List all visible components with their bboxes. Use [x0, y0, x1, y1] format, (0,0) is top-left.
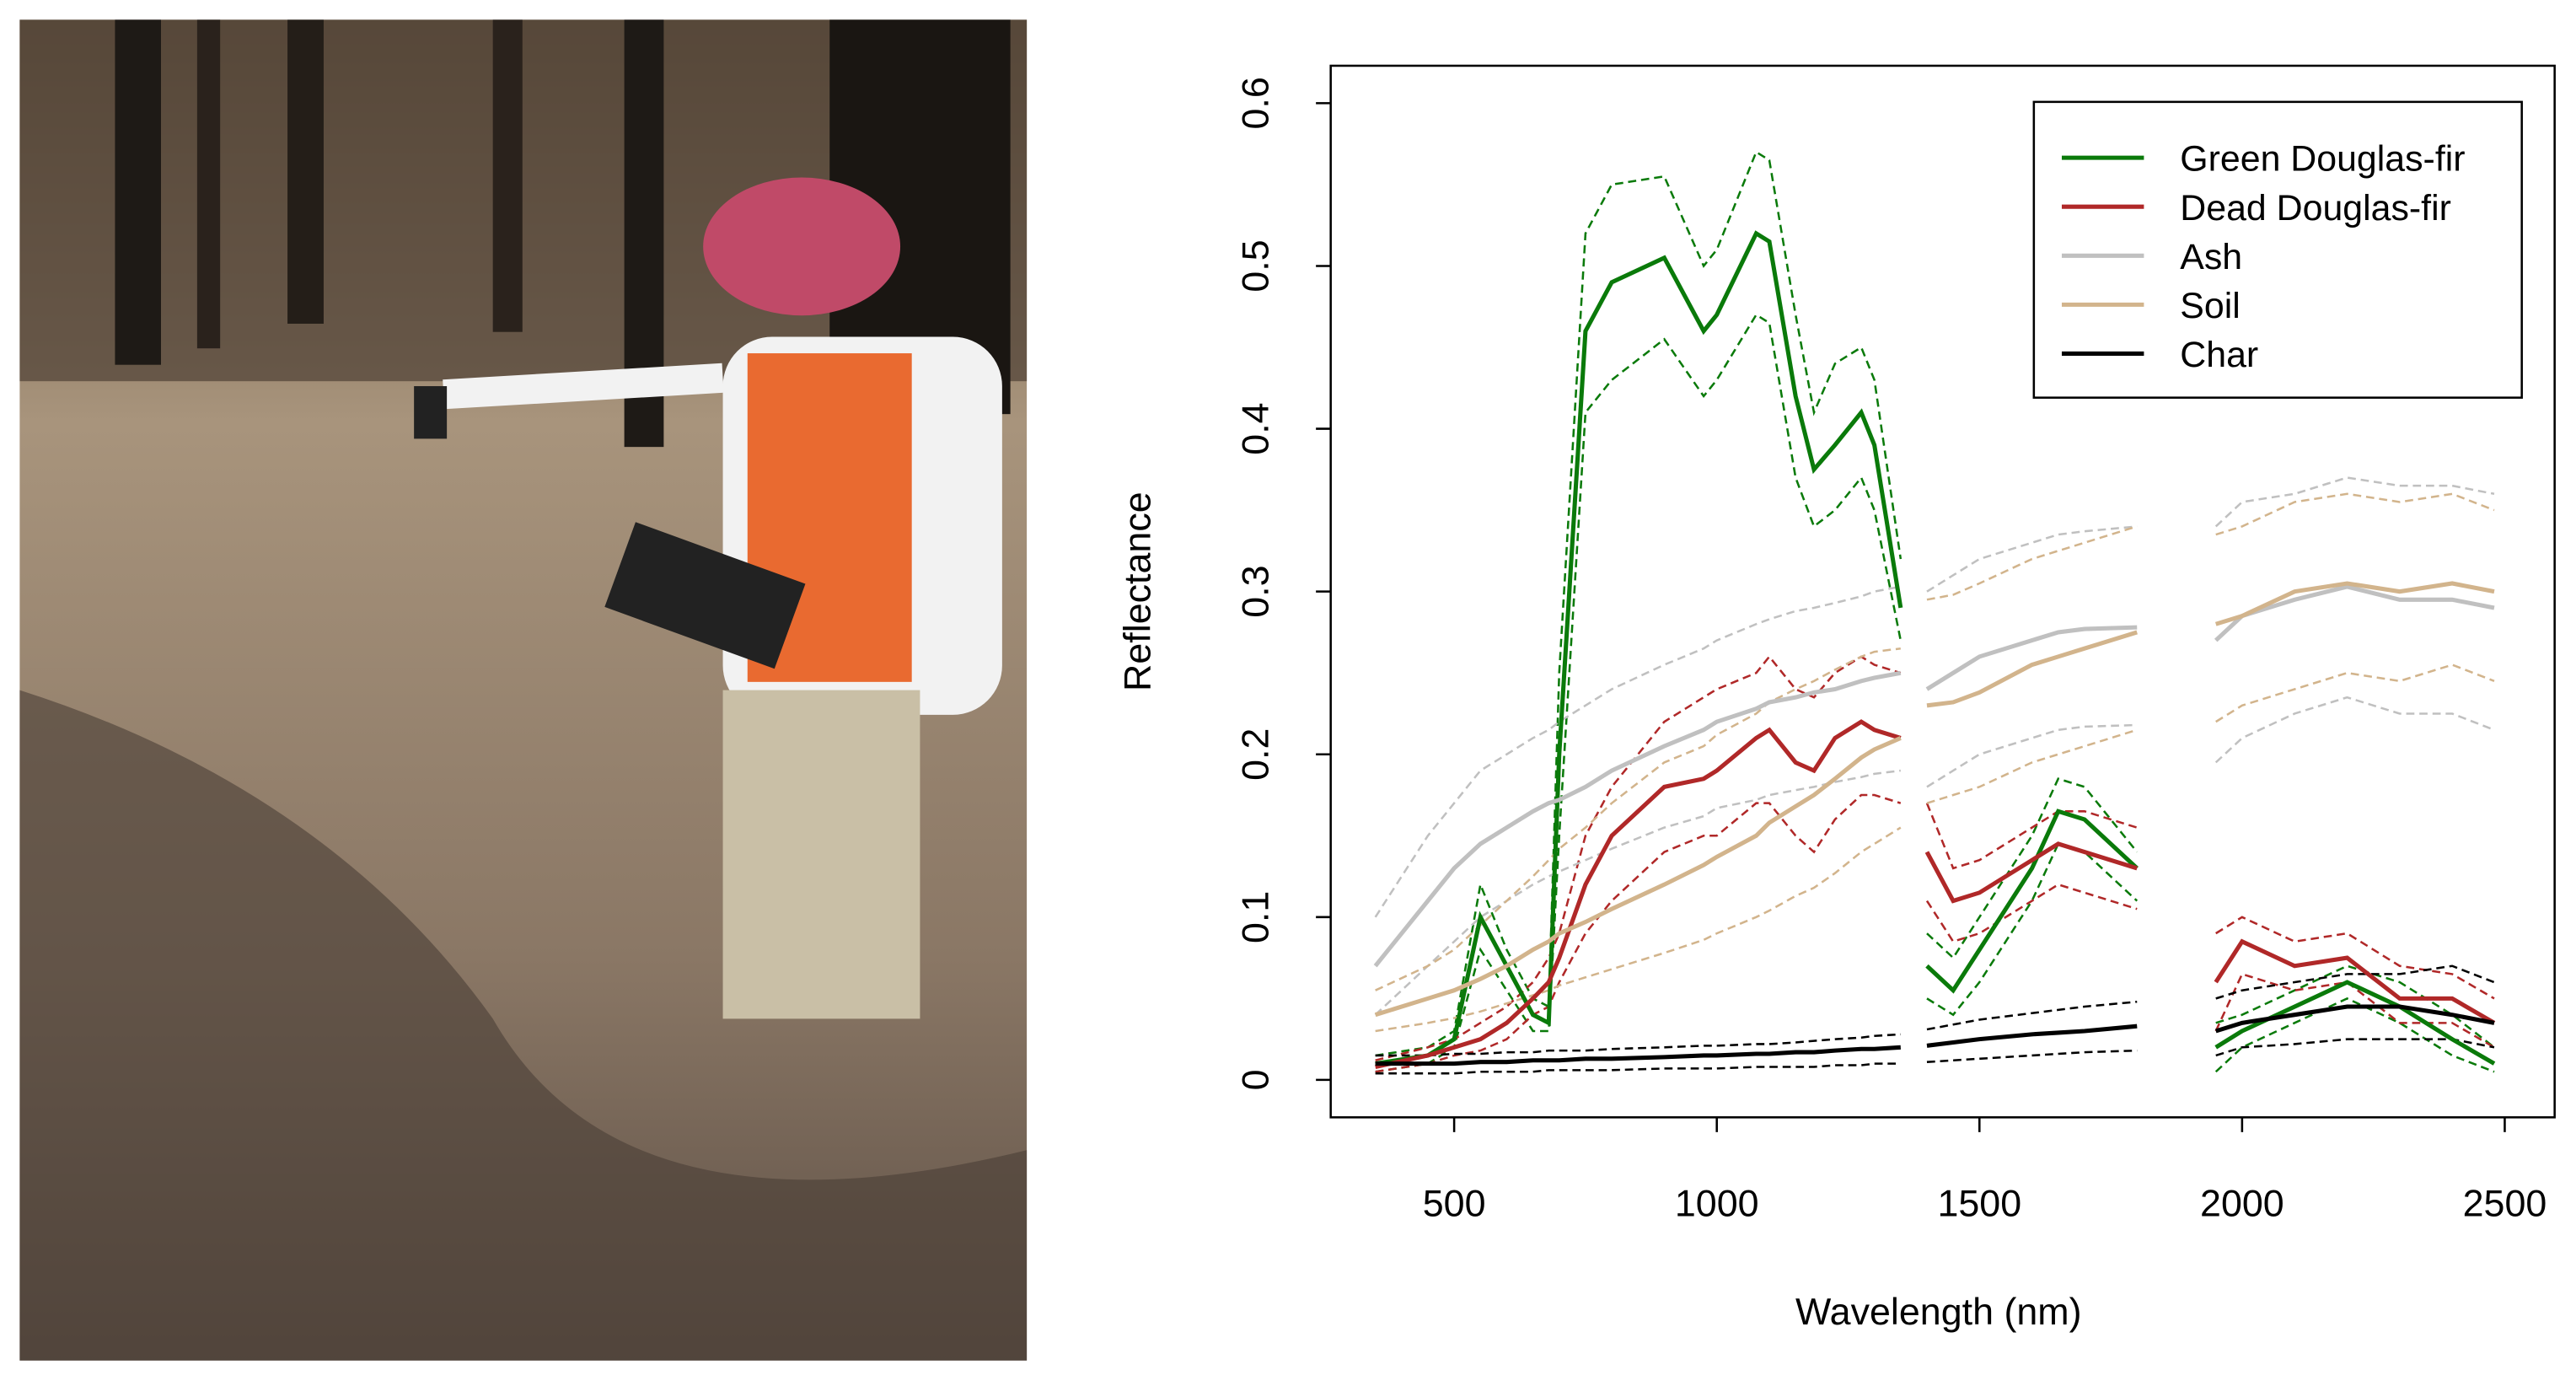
x-tick-label: 2000: [2200, 1182, 2284, 1224]
y-tick-label: 0.5: [1235, 239, 1277, 292]
band-line: [1375, 492, 2495, 991]
band-line: [1375, 964, 2495, 1057]
legend-box: [2032, 100, 2523, 399]
y-tick-label: 0.4: [1235, 402, 1277, 454]
legend-label: Green Douglas-fir: [2180, 139, 2465, 180]
series-line: [1374, 581, 2495, 1018]
x-tick-label: 1500: [1937, 1182, 2021, 1224]
legend-label: Dead Douglas-fir: [2180, 188, 2451, 228]
legend-label: Ash: [2180, 237, 2242, 277]
chart: Wavelength (nm) Reflectance 500 1000 1500 2…: [1116, 64, 2556, 1333]
x-tick-label: 500: [1423, 1182, 1486, 1224]
x-axis-label: Wavelength (nm): [1795, 1291, 2082, 1333]
y-axis-label: Reflectance: [1116, 492, 1158, 691]
y-tick-label: 0.3: [1235, 566, 1277, 618]
band-line: [1374, 476, 2495, 918]
band-line: [1375, 313, 2495, 1073]
band-line: [1375, 150, 2495, 1057]
legend-label: Char: [2180, 335, 2258, 375]
band-line: [1375, 654, 2495, 1061]
photo: [19, 19, 1028, 1361]
y-tick-label: 0.1: [1235, 891, 1277, 943]
y-tick-label: 0.6: [1235, 77, 1277, 129]
series-line: [1375, 1004, 2495, 1066]
series-line: [1373, 584, 2495, 968]
series-line: [1375, 230, 2496, 1066]
legend-label: Soil: [2180, 286, 2240, 326]
series-line: [1375, 719, 2496, 1069]
x-tick-label: 2500: [2463, 1182, 2547, 1224]
band-line: [1375, 663, 2495, 1033]
y-tick-label: 0.2: [1235, 728, 1277, 781]
y-tick-label: 0: [1235, 1069, 1277, 1090]
x-tick-label: 1000: [1675, 1182, 1759, 1224]
